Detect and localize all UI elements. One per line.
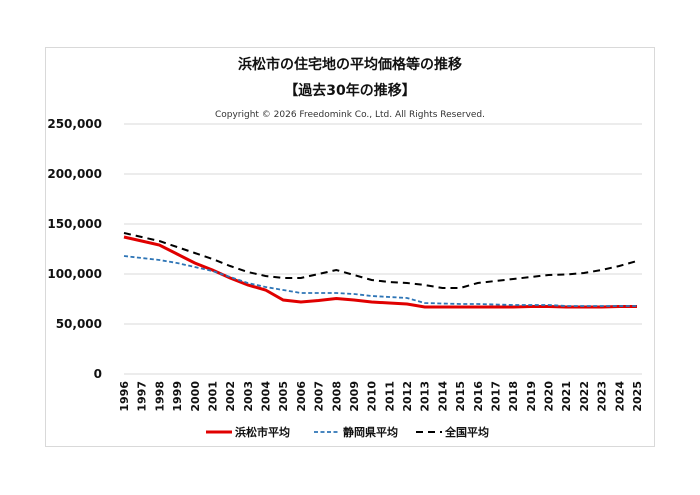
x-tick-label: 2007 [313, 381, 326, 412]
x-tick-label: 2023 [596, 381, 609, 412]
chart-subtitle: 【過去30年の推移】 [284, 82, 415, 99]
legend-label: 浜松市平均 [235, 425, 290, 439]
x-tick-label: 2000 [189, 381, 202, 412]
x-tick-label: 2019 [525, 381, 538, 412]
series-line [123, 235, 637, 309]
x-tick-label: 2003 [242, 381, 255, 412]
x-tick-label: 2025 [631, 381, 644, 412]
y-tick-label: 50,000 [56, 317, 102, 331]
x-tick-label: 2015 [454, 381, 467, 412]
x-tick-label: 1997 [136, 381, 149, 412]
series-line [123, 255, 637, 307]
y-tick-label: 200,000 [47, 167, 102, 181]
x-tick-label: 1999 [171, 381, 184, 412]
x-tick-label: 2013 [419, 381, 432, 412]
x-tick-label: 1996 [118, 381, 131, 412]
series-line [123, 232, 638, 289]
chart-frame: 浜松市の住宅地の平均価格等の推移 【過去30年の推移】 Copyright © … [45, 47, 655, 447]
y-tick-label: 250,000 [47, 117, 102, 131]
legend-label: 静岡県平均 [343, 425, 398, 439]
chart-title: 浜松市の住宅地の平均価格等の推移 [238, 56, 462, 73]
x-tick-label: 2024 [613, 381, 626, 412]
x-tick-label: 2020 [543, 381, 556, 412]
x-tick-label: 2004 [260, 381, 273, 412]
x-tick-label: 2010 [366, 381, 379, 412]
x-tick-label: 2011 [383, 381, 396, 412]
x-tick-label: 2016 [472, 381, 485, 412]
legend-label: 全国平均 [444, 425, 489, 439]
x-tick-label: 2014 [436, 381, 449, 412]
y-tick-label: 0 [94, 367, 102, 381]
x-tick-label: 2008 [330, 381, 343, 412]
y-tick-label: 150,000 [47, 217, 102, 231]
y-tick-label: 100,000 [47, 267, 102, 281]
x-tick-label: 2021 [560, 381, 573, 412]
x-tick-label: 2001 [206, 381, 219, 412]
x-tick-label: 2006 [295, 381, 308, 412]
line-chart: 浜松市の住宅地の平均価格等の推移 【過去30年の推移】 Copyright © … [47, 56, 644, 439]
x-tick-label: 2005 [277, 381, 290, 412]
x-tick-label: 2002 [224, 381, 237, 412]
x-tick-label: 1998 [153, 381, 166, 412]
x-tick-label: 2018 [507, 381, 520, 412]
x-tick-label: 2022 [578, 381, 591, 412]
x-tick-label: 2012 [401, 381, 414, 412]
x-tick-label: 2009 [348, 381, 361, 412]
x-tick-label: 2017 [489, 381, 502, 412]
copyright-text: Copyright © 2026 Freedomink Co., Ltd. Al… [215, 110, 485, 120]
